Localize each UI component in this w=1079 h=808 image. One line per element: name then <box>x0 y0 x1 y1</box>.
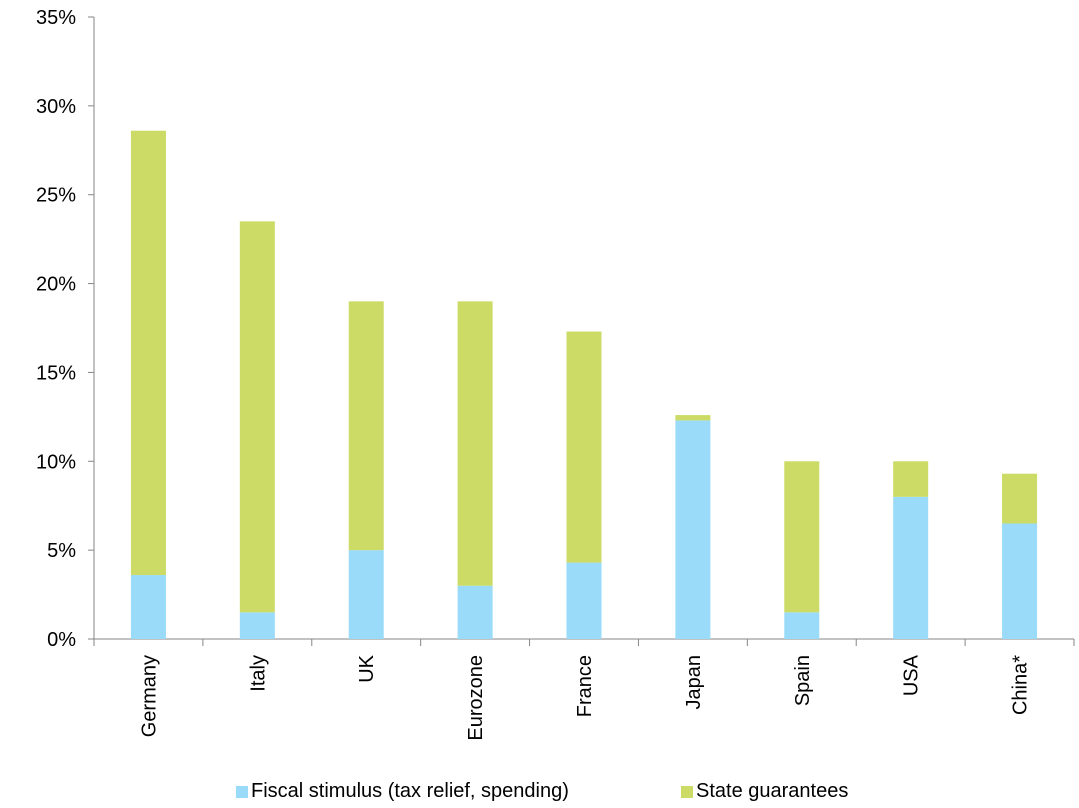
bar-state-guarantees-4 <box>566 331 602 563</box>
y-tick-label: 30% <box>36 96 76 118</box>
y-tick-label: 0% <box>47 629 76 651</box>
x-category-label: USA <box>901 654 923 696</box>
bar-fiscal-stimulus-4 <box>566 562 602 639</box>
legend-item-fiscal-stimulus: Fiscal stimulus (tax relief, spending) <box>236 780 569 803</box>
stacked-bar-chart: 0% 5% 10% 15% 20% 25% 30% 35% Germany Italy UK Eur… <box>36 7 1075 741</box>
y-tick-label: 20% <box>36 274 76 296</box>
legend-label-fiscal-stimulus: Fiscal stimulus (tax relief, spending) <box>251 780 569 802</box>
y-tick-label: 25% <box>36 185 76 207</box>
x-category-label: Germany <box>138 655 160 737</box>
bar-fiscal-stimulus-8 <box>1002 523 1038 639</box>
y-tick-label: 35% <box>36 7 76 29</box>
bar-state-guarantees-6 <box>784 461 820 613</box>
legend: Fiscal stimulus (tax relief, spending) S… <box>0 780 1079 808</box>
bar-state-guarantees-2 <box>348 301 384 551</box>
bar-state-guarantees-7 <box>893 461 929 497</box>
bars <box>130 130 1038 639</box>
bar-fiscal-stimulus-6 <box>784 612 820 639</box>
bar-state-guarantees-5 <box>675 415 711 421</box>
x-category-label: Italy <box>247 655 269 692</box>
y-tick-label: 15% <box>36 362 76 384</box>
bar-state-guarantees-1 <box>239 221 275 613</box>
y-tick-label: 5% <box>47 540 76 562</box>
bar-fiscal-stimulus-7 <box>893 496 929 639</box>
y-tick-label: 10% <box>36 451 76 473</box>
bar-state-guarantees-3 <box>457 301 493 586</box>
bar-state-guarantees-0 <box>130 130 166 576</box>
x-category-label: UK <box>356 654 378 682</box>
x-category-label: Japan <box>683 655 705 710</box>
x-category-label: Spain <box>792 655 814 706</box>
x-axis: Germany Italy UK Eurozone France Japan Spain US… <box>93 638 1075 741</box>
bar-fiscal-stimulus-1 <box>239 612 275 639</box>
legend-item-state-guarantees: State guarantees <box>681 780 848 803</box>
bar-state-guarantees-8 <box>1002 473 1038 524</box>
x-category-label: China* <box>1010 655 1032 715</box>
bar-fiscal-stimulus-2 <box>348 550 384 639</box>
x-category-label: France <box>574 655 596 717</box>
bar-fiscal-stimulus-5 <box>675 420 711 639</box>
legend-label-state-guarantees: State guarantees <box>696 780 849 802</box>
legend-swatch-fiscal-stimulus <box>236 785 248 798</box>
bar-fiscal-stimulus-3 <box>457 585 493 639</box>
bar-fiscal-stimulus-0 <box>130 575 166 639</box>
x-category-label: Eurozone <box>465 655 487 741</box>
legend-swatch-state-guarantees <box>681 785 693 798</box>
y-axis: 0% 5% 10% 15% 20% 25% 30% 35% <box>36 7 95 651</box>
